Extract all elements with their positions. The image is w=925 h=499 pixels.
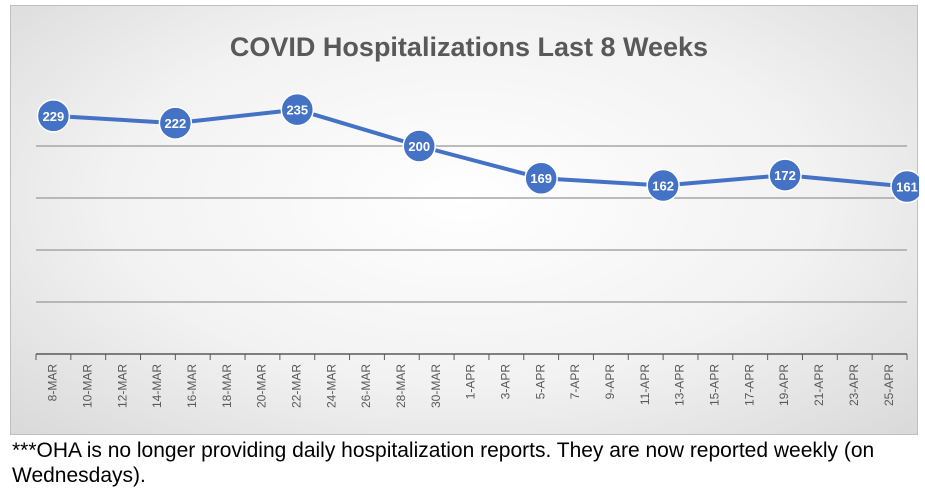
data-label: 162 [652, 179, 674, 194]
data-label: 235 [286, 103, 308, 118]
data-point [36, 99, 71, 133]
x-tick-label: 9-APR [603, 364, 617, 400]
data-point [402, 129, 436, 163]
data-point [890, 169, 919, 204]
x-tick-label: 12-MAR [115, 364, 129, 408]
data-label: 172 [774, 168, 796, 183]
chart-title: COVID Hospitalizations Last 8 Weeks [230, 32, 708, 62]
x-tick-label: 24-MAR [324, 364, 338, 408]
x-tick-label: 11-APR [638, 364, 652, 405]
x-tick-label: 30-MAR [429, 364, 443, 408]
x-tick-label: 16-MAR [185, 364, 199, 408]
x-tick-label: 17-APR [742, 364, 756, 406]
series-line-layer [53, 107, 908, 189]
x-tick-label: 25-APR [882, 364, 896, 406]
data-point [524, 161, 558, 195]
x-tick-label: 8-MAR [46, 364, 60, 402]
x-tick-label: 3-APR [499, 364, 513, 400]
chart-frame: COVID Hospitalizations Last 8 Weeks 8-MA… [10, 5, 919, 435]
data-label: 229 [43, 109, 65, 124]
x-tick-label: 15-APR [708, 364, 722, 406]
gridlines [36, 145, 907, 303]
x-tick-label: 20-MAR [255, 364, 269, 408]
data-label: 222 [165, 116, 187, 131]
data-point [158, 106, 193, 140]
x-tick-label: 19-APR [777, 364, 791, 406]
data-label: 169 [530, 171, 552, 186]
data-markers: 229 222 235 200 169 162 172 161 [36, 92, 919, 204]
x-tick-label: 10-MAR [80, 364, 94, 408]
data-point [768, 158, 802, 192]
data-label: 161 [896, 180, 918, 195]
x-axis: 8-MAR 10-MAR 12-MAR 14-MAR 16-MAR 18-MAR 20-MA… [35, 353, 908, 408]
data-point [280, 92, 315, 127]
series-line [53, 107, 908, 189]
footnote: ***OHA is no longer providing daily hosp… [12, 439, 875, 487]
x-tick-label: 1-APR [464, 364, 478, 400]
x-tick-label: 21-APR [812, 364, 826, 406]
x-tick-label: 23-APR [847, 364, 861, 406]
x-tick-label: 28-MAR [394, 364, 408, 408]
x-tick-label: 13-APR [673, 364, 687, 406]
data-label: 200 [408, 139, 430, 154]
data-point [646, 168, 680, 203]
line-chart: COVID Hospitalizations Last 8 Weeks 8-MA… [35, 32, 919, 408]
x-tick-label: 5-APR [533, 364, 547, 400]
x-tick-label: 7-APR [568, 364, 582, 400]
x-tick-label: 14-MAR [150, 364, 164, 408]
x-tick-label: 26-MAR [359, 364, 373, 408]
x-tick-label: 18-MAR [220, 364, 234, 408]
x-tick-label: 22-MAR [289, 364, 303, 408]
